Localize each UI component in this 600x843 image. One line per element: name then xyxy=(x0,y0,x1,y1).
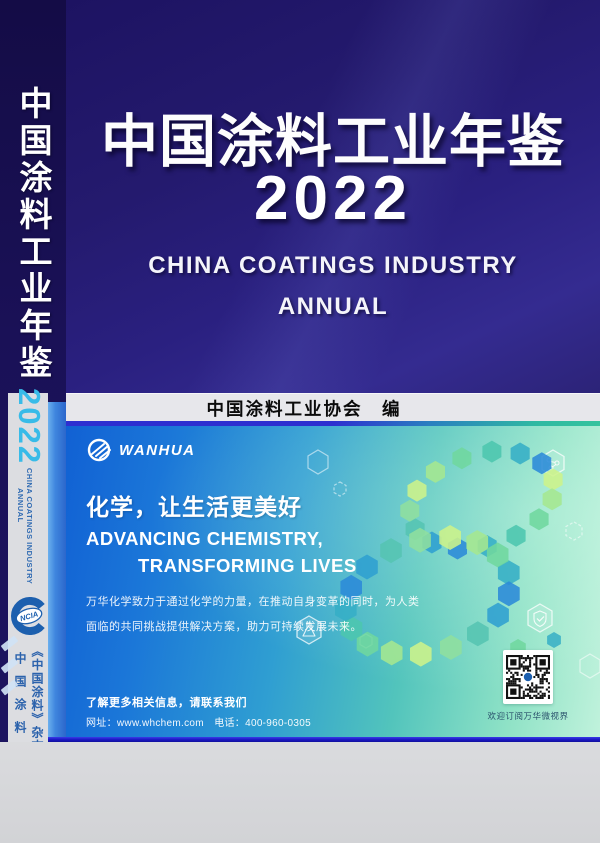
hexagon-tile xyxy=(447,537,467,560)
hexagon-tile xyxy=(405,518,425,541)
spine-blue-stripe xyxy=(48,402,66,742)
molecule-hexagon xyxy=(541,449,565,477)
qr-caption: 欢迎订阅万华微视界 xyxy=(487,711,569,721)
hexagon-outline xyxy=(565,521,583,541)
banner-slogan-cn: 化学，让生活更美好 xyxy=(86,494,302,520)
hexagon-tile xyxy=(542,488,562,511)
hexagon-tile xyxy=(407,479,427,502)
hexagon-tile xyxy=(477,535,497,558)
banner-body-line2: 面临的共同挑战提供解决方案，助力可持续发展未来。 xyxy=(86,621,362,633)
hexagon-tile xyxy=(467,621,489,647)
spine-title-cn: 中国涂料工业年鉴 xyxy=(15,86,52,382)
hexagon-tile xyxy=(498,581,520,607)
wanhua-globe-icon xyxy=(87,438,111,462)
hexagon-tile xyxy=(532,452,552,475)
ncia-logo-spine xyxy=(10,597,48,635)
editor-band: 中国涂料工业协会 编 xyxy=(8,393,600,423)
hexagon-tile xyxy=(497,560,520,586)
qr-code xyxy=(503,650,553,704)
hexagon-tile xyxy=(547,632,561,648)
hexagon-tile xyxy=(356,554,378,580)
publisher-footer: 中 国 涂 料 工 业 协 会 《中国涂料》杂志社有限公司 xyxy=(0,742,600,843)
hexagon-tile xyxy=(356,631,379,657)
book-title-cn: 中国涂料工业年鉴 xyxy=(101,110,565,174)
hexagon-tile xyxy=(400,499,420,522)
banner-contact-info: 网址：www.whchem.com 电话：400-960-0305 xyxy=(86,718,311,729)
hexagon-tile xyxy=(506,524,526,547)
editor-credit: 中国涂料工业协会 编 xyxy=(206,398,402,419)
hexagon-tile xyxy=(543,468,563,491)
hexagon-tile xyxy=(510,442,530,465)
hexagon-tile xyxy=(482,440,502,463)
cover-background xyxy=(66,0,600,393)
spine-title-en-line2: ANNUAL xyxy=(16,488,25,523)
banner-slogan-en-line1: ADVANCING CHEMISTRY, xyxy=(86,528,324,549)
wanhua-logo: WANHUA xyxy=(86,437,196,463)
book-year: 2022 xyxy=(254,164,412,233)
wanhua-ad-banner: WANHUA 化学，让生活更美好 ADVANCING CHEMISTRY, TR… xyxy=(66,426,600,737)
banner-contact-cta: 了解更多相关信息，请联系我们 xyxy=(86,697,247,709)
spine-year: 2022 xyxy=(12,388,47,465)
spine-title-en-line1: CHINA COATINGS INDUSTRY xyxy=(25,468,34,585)
hexagon-outline xyxy=(359,633,373,649)
banner-body-line1: 万华化学致力于通过化学的力量，在推动自身变革的同时，为人类 xyxy=(86,596,420,608)
shield-check-icon xyxy=(533,610,547,628)
hexagon-tile xyxy=(380,538,402,564)
hexagon-tile xyxy=(409,527,431,553)
hexagon-tile xyxy=(440,634,462,660)
book-title-en-line2: ANNUAL xyxy=(277,293,389,320)
hexagon-tile xyxy=(466,530,489,556)
hexagon-tile xyxy=(422,531,442,554)
hexagon-tile xyxy=(529,508,549,531)
hexagon-tile xyxy=(425,460,445,483)
bottom-divider-line xyxy=(48,737,600,742)
book-title-en-line1: CHINA COATINGS INDUSTRY xyxy=(148,252,518,279)
hexagon-tile xyxy=(452,447,472,470)
shield-hexagon xyxy=(527,603,553,633)
hexagon-tile xyxy=(410,641,432,667)
spine-title-en: CHINA COATINGS INDUSTRY ANNUAL xyxy=(16,468,34,584)
banner-slogan-en-line2: TRANSFORMING LIVES xyxy=(138,555,357,576)
wanhua-brand-name: WANHUA xyxy=(119,441,196,459)
hexagon-tile xyxy=(439,525,461,550)
hexagon-outline xyxy=(307,449,329,475)
hexagon-outline xyxy=(333,481,347,497)
molecule-icon xyxy=(546,457,560,471)
hexagon-tile xyxy=(487,602,509,628)
hexagon-tile xyxy=(486,542,509,568)
qr-code-image xyxy=(506,655,550,699)
divider-gradient-line xyxy=(66,421,600,426)
hexagon-outline xyxy=(579,653,600,679)
hexagon-tile xyxy=(380,640,403,666)
